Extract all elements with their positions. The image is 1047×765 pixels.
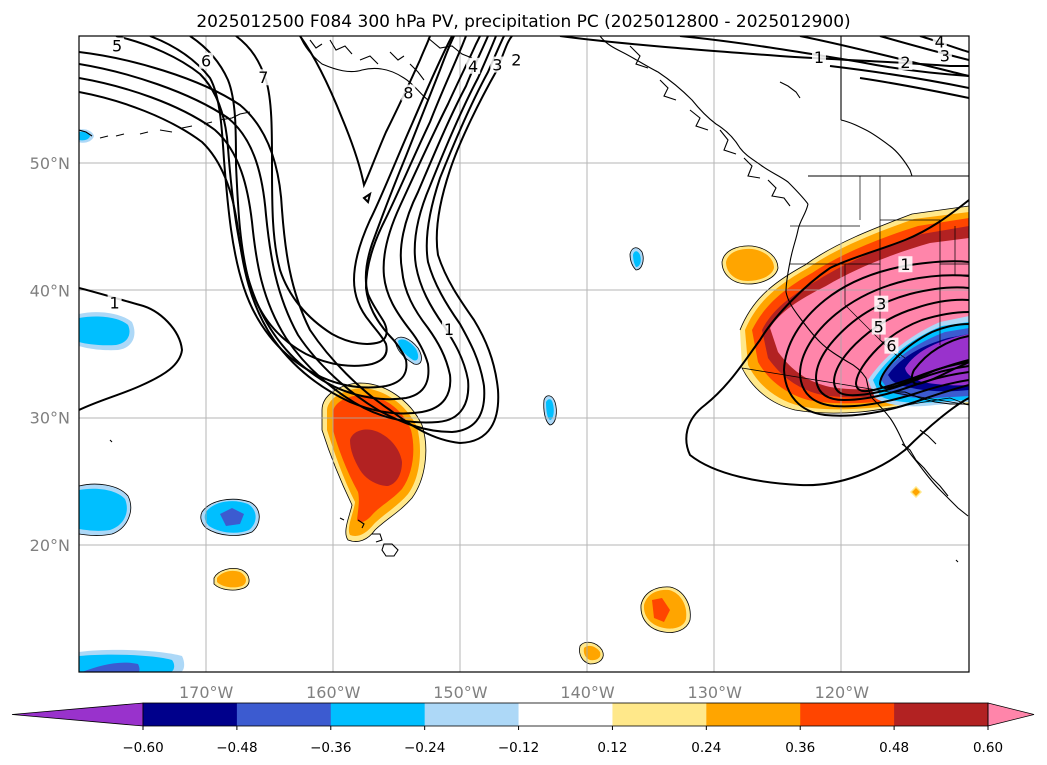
colorbar-block bbox=[330, 703, 426, 726]
colorbar-block bbox=[706, 703, 801, 726]
pv-contour-label: 5 bbox=[874, 318, 884, 337]
pv-contour-label-background bbox=[811, 48, 826, 65]
colorbar-color-blocks bbox=[11, 702, 1035, 727]
colorbar-tick-label: −0.24 bbox=[404, 740, 445, 756]
colorbar-tick-label: −0.12 bbox=[498, 740, 539, 756]
lat-tick-label: 20°N bbox=[30, 536, 70, 555]
pv-contour-label-background bbox=[110, 37, 125, 54]
lon-tick-label: 140°W bbox=[560, 683, 615, 702]
pv-contour-label: 5 bbox=[112, 36, 122, 55]
pv-contour-label: 1 bbox=[900, 255, 910, 274]
lon-tick-label: 160°W bbox=[306, 683, 361, 702]
pv-contour-label-background bbox=[107, 294, 122, 311]
colorbar-tick-label: −0.36 bbox=[310, 740, 351, 756]
colorbar-tick-labels: −0.60 −0.48 −0.36 −0.24 −0.12 0.12 0.24 0.36 0.4… bbox=[122, 726, 1003, 756]
pv-contour-label: 1 bbox=[110, 293, 120, 312]
pv-contour-label: 3 bbox=[940, 47, 950, 66]
pv-contour-label-background bbox=[466, 57, 481, 74]
lon-tick-label: 150°W bbox=[433, 683, 488, 702]
state-borders bbox=[790, 176, 969, 359]
colorbar-tick-label: 0.36 bbox=[785, 740, 815, 756]
precip-hawaii-positive-anomaly bbox=[322, 383, 426, 542]
pv-contour-label-background bbox=[441, 321, 456, 338]
colorbar-tick-label: 0.24 bbox=[691, 740, 721, 756]
pv-contour-label: 7 bbox=[258, 68, 268, 87]
pv-contour-label: 3 bbox=[876, 295, 886, 314]
pv-contour-label-background bbox=[401, 84, 416, 101]
pv-contour-label-background bbox=[898, 53, 913, 70]
lon-tick-label: 170°W bbox=[179, 683, 234, 702]
colorbar-lower-extend bbox=[11, 702, 144, 727]
country-borders bbox=[808, 36, 969, 405]
colorbar-frame bbox=[142, 702, 989, 727]
pv-contour-label-background bbox=[490, 56, 505, 73]
colorbar-block bbox=[612, 703, 707, 726]
coastlines bbox=[79, 36, 969, 563]
pv-contour-label-background bbox=[937, 47, 952, 64]
pv-contour-label: 4 bbox=[935, 33, 945, 52]
lat-tick-label: 40°N bbox=[30, 281, 70, 300]
colorbar-upper-extend bbox=[987, 702, 1035, 727]
precip-outlines bbox=[79, 205, 969, 665]
pv-contour-label-background bbox=[871, 318, 886, 335]
colorbar: −0.60 −0.48 −0.36 −0.24 −0.12 0.12 0.24 0.36 0.4… bbox=[11, 702, 1035, 756]
pv-contour-label: 1 bbox=[444, 320, 454, 339]
lat-tick-label: 30°N bbox=[30, 409, 70, 428]
colorbar-block bbox=[424, 703, 520, 726]
colorbar-tick-label: 0.48 bbox=[879, 740, 909, 756]
figure-title: 2025012500 F084 300 hPa PV, precipitatio… bbox=[196, 12, 850, 32]
pv-contour-label-background bbox=[898, 256, 913, 273]
pv-contour-label: 6 bbox=[201, 52, 211, 71]
pv-contour-1-east bbox=[685, 199, 969, 487]
lat-tick-label: 50°N bbox=[30, 154, 70, 173]
pv-contour-1-west bbox=[79, 287, 184, 411]
colorbar-tick-label: −0.60 bbox=[122, 740, 163, 756]
pv-contour-label-background bbox=[199, 52, 214, 69]
colorbar-tick-label: −0.48 bbox=[216, 740, 257, 756]
colorbar-block bbox=[236, 703, 332, 726]
colorbar-block bbox=[518, 703, 613, 726]
lon-tick-label: 130°W bbox=[688, 683, 743, 702]
lon-tick-label: 120°W bbox=[815, 683, 870, 702]
pv-contour-label: 2 bbox=[511, 50, 521, 69]
pv-contour-label: 2 bbox=[900, 53, 910, 72]
pv-contour-label-background bbox=[932, 36, 947, 50]
pv-contour-label: 8 bbox=[403, 84, 413, 103]
colorbar-tick-label: 0.12 bbox=[597, 740, 627, 756]
pv-contour-label: 1 bbox=[814, 48, 824, 67]
pv-contour-label-background bbox=[884, 337, 899, 354]
colorbar-tick-label: 0.60 bbox=[973, 740, 1003, 756]
pv-contour-label-background bbox=[509, 51, 524, 68]
pv-contour-label: 3 bbox=[492, 56, 502, 75]
colorbar-block bbox=[894, 703, 989, 726]
pv-contour-label-background bbox=[256, 69, 271, 86]
pv-contour-label-background bbox=[874, 295, 889, 312]
lon-tick-labels: 170°W 160°W 150°W 140°W 130°W 120°W bbox=[179, 683, 869, 702]
map-frame bbox=[78, 35, 970, 673]
pv-contour-label: 6 bbox=[886, 337, 896, 356]
colorbar-block bbox=[143, 703, 238, 726]
colorbar-block bbox=[800, 703, 895, 726]
pv-contour-label: 4 bbox=[468, 57, 478, 76]
lat-tick-labels: 20°N 30°N 40°N 50°N bbox=[30, 154, 70, 555]
